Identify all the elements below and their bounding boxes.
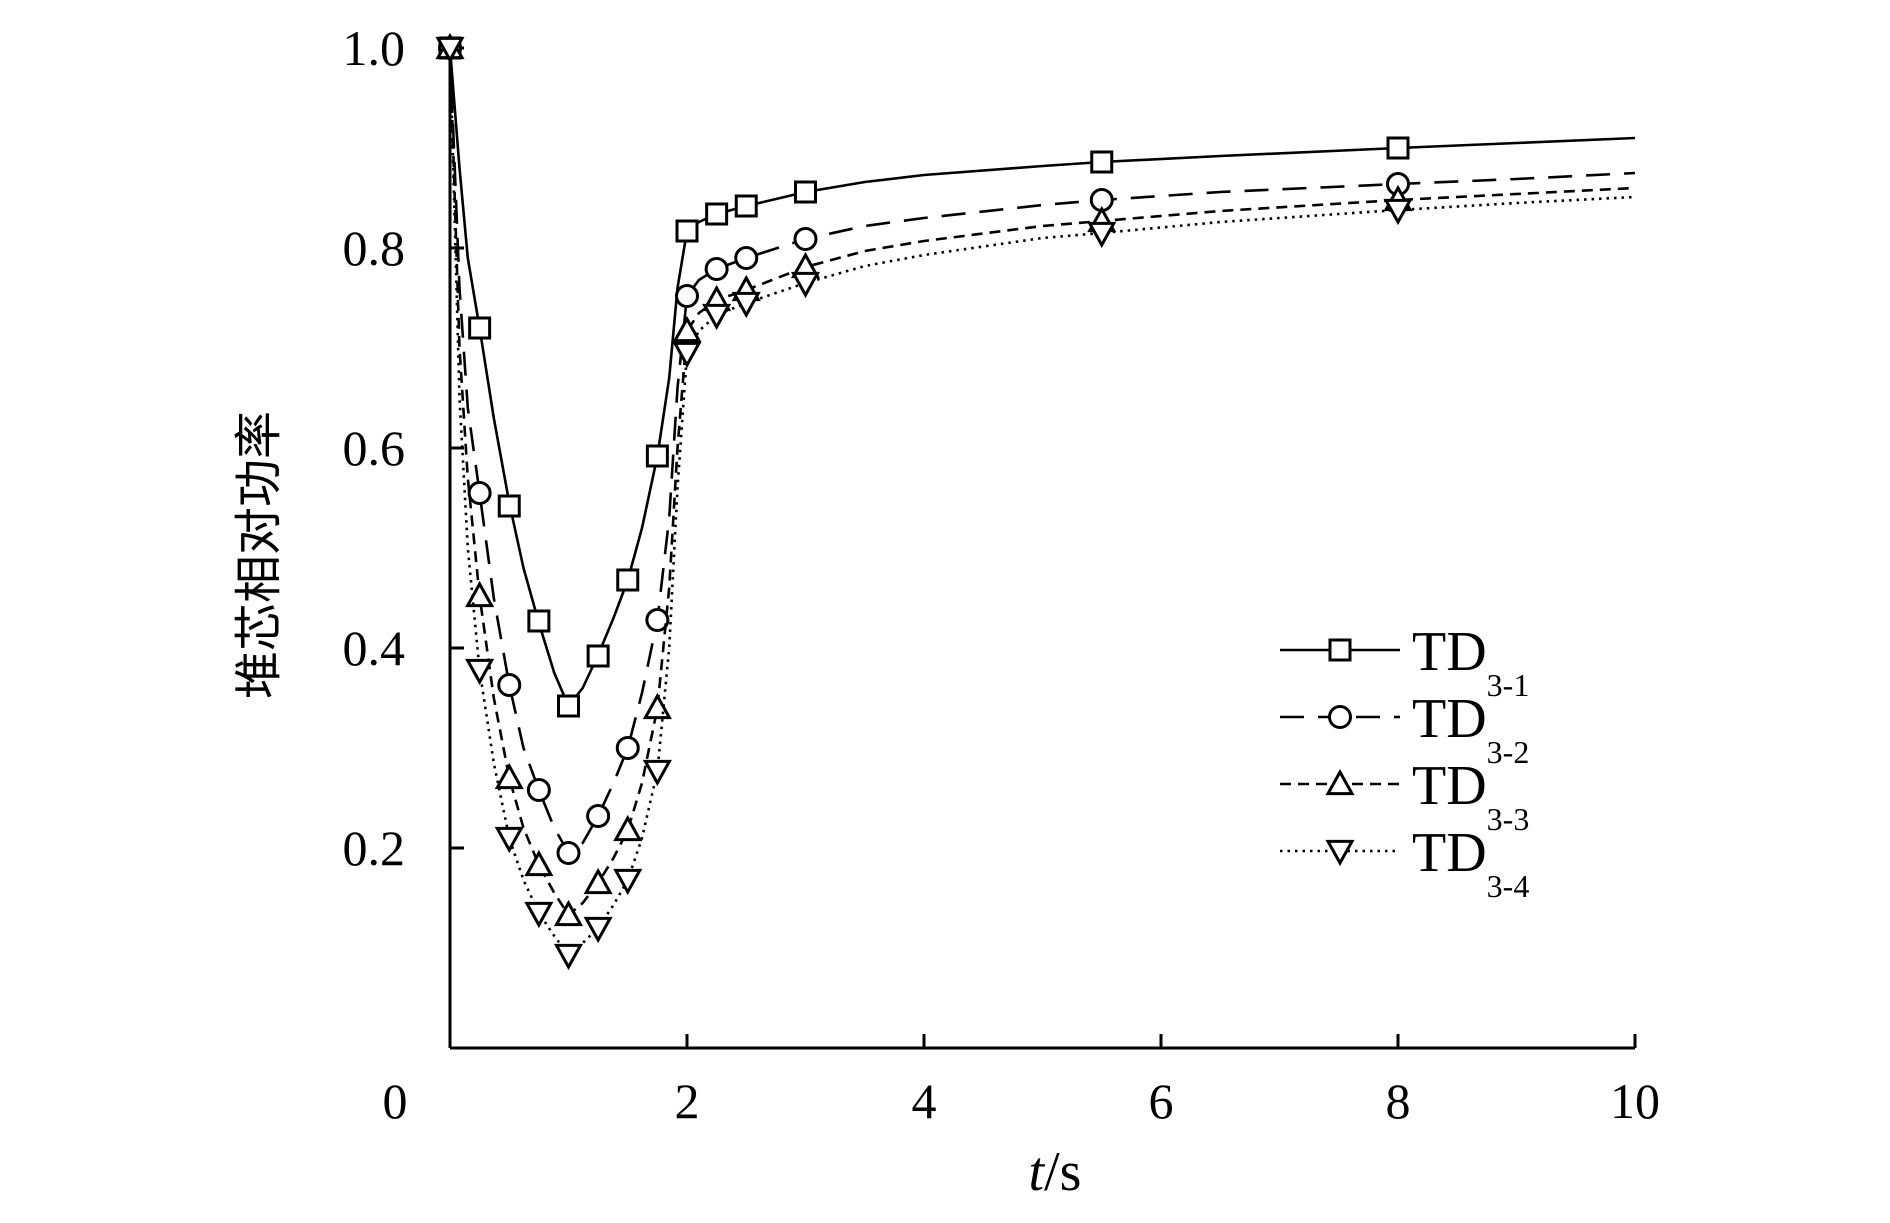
- data-point-marker: [467, 481, 492, 505]
- legend-item-td3-2: TD3-2: [1280, 688, 1529, 770]
- y-tick-label: 0.4: [343, 620, 406, 676]
- data-point-marker: [494, 826, 524, 854]
- data-point-marker: [524, 849, 554, 877]
- data-point-marker: [465, 658, 495, 686]
- data-point-marker: [702, 303, 732, 331]
- data-point-marker: [526, 778, 551, 802]
- x-tick-label: 0: [383, 1073, 408, 1129]
- legend-marker: [1325, 839, 1355, 867]
- legend-label-sub: 3-4: [1487, 868, 1530, 904]
- y-tick-label: 1.0: [343, 20, 406, 76]
- data-point-marker: [468, 316, 492, 340]
- y-tick-label: 0.8: [343, 220, 406, 276]
- data-point-marker: [793, 227, 818, 251]
- data-point-marker: [616, 568, 640, 592]
- x-tick-label: 4: [912, 1073, 937, 1129]
- data-point-marker: [557, 694, 580, 718]
- series-td3-1: [438, 36, 1636, 718]
- data-point-marker: [642, 759, 672, 787]
- data-point-marker: [465, 580, 495, 608]
- data-point-marker: [645, 608, 670, 632]
- legend-label-sub: 3-3: [1487, 801, 1530, 837]
- data-point-marker: [1087, 221, 1117, 249]
- legend-item-td3-3: TD3-3: [1280, 755, 1529, 837]
- legend-label-sub: 3-2: [1487, 734, 1530, 770]
- x-tick-label: 6: [1149, 1073, 1174, 1129]
- x-tick-label: 2: [675, 1073, 700, 1129]
- data-point-marker: [675, 284, 699, 308]
- data-point-marker: [583, 916, 613, 944]
- series-line: [448, 47, 1636, 708]
- data-point-marker: [731, 291, 761, 319]
- data-point-marker: [435, 36, 465, 64]
- series-td3-2: [438, 36, 1636, 865]
- data-point-marker: [586, 804, 611, 828]
- data-point-marker: [494, 762, 524, 790]
- data-point-marker: [734, 246, 759, 270]
- legend-label-sub: 3-1: [1487, 667, 1530, 703]
- data-point-marker: [794, 180, 817, 204]
- series-td3-4: [435, 36, 1636, 971]
- data-point-marker: [497, 494, 521, 518]
- legend-item-td3-4: TD3-4: [1280, 822, 1529, 904]
- legend-label-main: TD: [1412, 755, 1487, 817]
- data-point-marker: [553, 899, 584, 927]
- data-point-marker: [705, 202, 729, 226]
- data-point-marker: [1383, 198, 1413, 226]
- legend-label-main: TD: [1412, 688, 1487, 750]
- data-point-marker: [790, 271, 821, 299]
- y-tick-label: 0.6: [343, 420, 406, 476]
- data-point-marker: [1090, 150, 1114, 174]
- x-axis-label: t/s: [1029, 1141, 1082, 1203]
- legend-label-main: TD: [1412, 822, 1487, 884]
- data-point-marker: [524, 901, 554, 929]
- data-point-marker: [497, 673, 522, 697]
- x-tick-label: 8: [1386, 1073, 1411, 1129]
- axes: 0 2 4 6 8 10 0.2 0.4 0.6 0.8 1.0: [343, 20, 1661, 1129]
- data-point-marker: [527, 609, 551, 633]
- data-point-marker: [672, 341, 702, 369]
- data-point-marker: [613, 814, 643, 842]
- series-layer: [435, 32, 1636, 971]
- legend-marker: [1328, 705, 1352, 729]
- data-point-marker: [615, 736, 640, 760]
- legend-label-main: TD: [1412, 621, 1487, 683]
- legend-marker: [1325, 768, 1355, 796]
- y-axis-label: 堆芯相对功率: [233, 411, 286, 699]
- data-point-marker: [1386, 136, 1410, 160]
- data-point-marker: [734, 194, 758, 218]
- x-axis-label-variable: t: [1029, 1141, 1046, 1203]
- data-point-marker: [613, 868, 643, 896]
- data-point-marker: [675, 219, 699, 243]
- legend-label: TD3-3: [1412, 755, 1529, 837]
- data-point-marker: [704, 257, 729, 281]
- data-point-marker: [553, 943, 584, 971]
- data-point-marker: [583, 867, 613, 895]
- data-point-marker: [556, 841, 581, 865]
- legend-marker: [1328, 638, 1352, 662]
- y-tick-label: 0.2: [343, 820, 406, 876]
- data-point-marker: [645, 444, 669, 468]
- data-point-marker: [672, 315, 702, 343]
- data-point-marker: [586, 644, 610, 668]
- data-point-marker: [642, 692, 672, 720]
- legend-label: TD3-4: [1412, 822, 1529, 904]
- x-tick-label: 10: [1610, 1073, 1660, 1129]
- legend-label: TD3-1: [1412, 621, 1529, 703]
- legend-label: TD3-2: [1412, 688, 1529, 770]
- x-axis-label-unit: /s: [1044, 1141, 1081, 1203]
- legend-item-td3-1: TD3-1: [1280, 621, 1529, 703]
